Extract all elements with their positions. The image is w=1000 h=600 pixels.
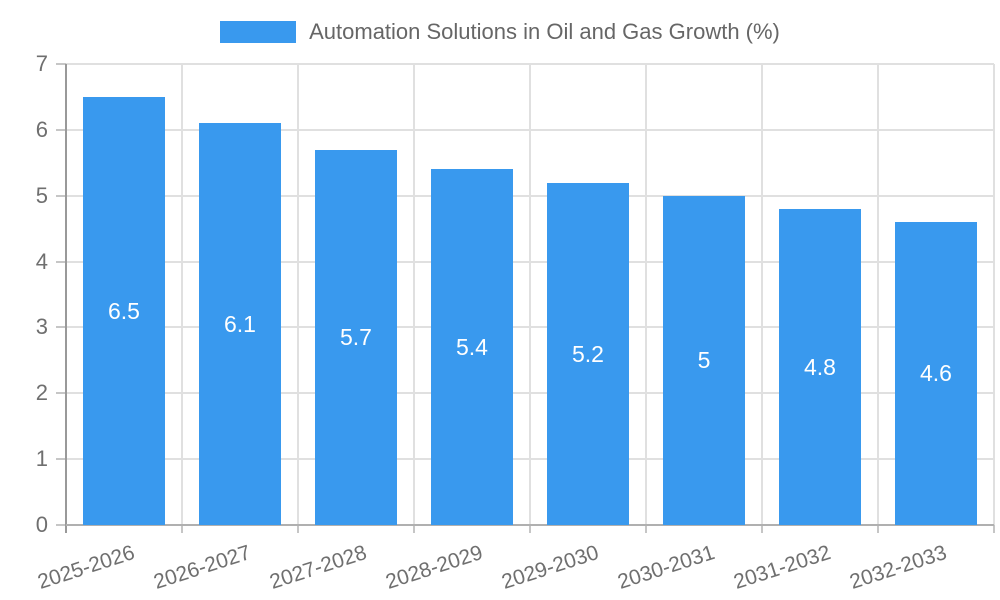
- x-axis-tick-label: 2031-2032: [730, 541, 834, 594]
- y-gridline: [56, 326, 994, 328]
- bar: 4.6: [895, 222, 977, 525]
- y-axis-tick-label: 6: [35, 117, 48, 142]
- x-tick-mark: [761, 525, 763, 533]
- bar: 5: [663, 196, 745, 525]
- x-tick-mark: [181, 525, 183, 533]
- y-axis-tick-label: 4: [35, 249, 48, 274]
- x-tick-mark: [993, 525, 995, 533]
- x-axis-tick-label: 2032-2033: [846, 541, 950, 594]
- bar-value-label: 5.7: [340, 324, 372, 350]
- x-gridline: [297, 64, 299, 525]
- x-tick-mark: [529, 525, 531, 533]
- y-axis-tick-label: 7: [35, 51, 48, 76]
- y-tick-mark: [56, 458, 66, 460]
- x-gridline: [645, 64, 647, 525]
- x-gridline: [413, 64, 415, 525]
- y-axis-line: [65, 64, 67, 533]
- bar-value-label: 5.4: [456, 333, 488, 360]
- y-tick-mark: [56, 129, 66, 131]
- x-gridline: [181, 64, 183, 525]
- bar-value-label: 5.2: [572, 340, 604, 367]
- y-axis-tick-label: 2: [35, 380, 48, 405]
- y-tick-mark: [56, 63, 66, 65]
- y-axis-tick-label: 0: [35, 512, 48, 537]
- y-gridline: [56, 261, 994, 263]
- y-tick-mark: [56, 524, 66, 526]
- bar: 6.5: [83, 97, 165, 525]
- y-gridline: [56, 195, 994, 197]
- x-gridline: [877, 64, 879, 525]
- x-axis-tick-label: 2027-2028: [266, 541, 370, 594]
- bar: 4.8: [779, 209, 861, 525]
- bar-value-label: 4.6: [920, 360, 952, 386]
- x-axis-tick-label: 2030-2031: [614, 541, 718, 594]
- legend-label: Automation Solutions in Oil and Gas Grow…: [309, 19, 780, 44]
- y-gridline: [56, 129, 994, 131]
- y-gridline: [56, 392, 994, 394]
- y-axis-tick-label: 5: [35, 183, 48, 208]
- bar: 5.7: [315, 150, 397, 525]
- x-tick-mark: [877, 525, 879, 533]
- bar: 5.2: [547, 183, 629, 525]
- legend-swatch: [220, 21, 297, 43]
- y-tick-mark: [56, 195, 66, 197]
- chart-legend-item[interactable]: Automation Solutions in Oil and Gas Grow…: [0, 17, 1000, 47]
- x-tick-mark: [413, 525, 415, 533]
- x-gridline: [761, 64, 763, 525]
- y-tick-mark: [56, 261, 66, 263]
- y-gridline: [56, 63, 994, 65]
- y-axis-tick-label: 3: [35, 314, 48, 339]
- x-gridline: [529, 64, 531, 525]
- bar-value-label: 6.5: [108, 297, 140, 324]
- bar-value-label: 4.8: [804, 353, 836, 380]
- x-tick-mark: [297, 525, 299, 533]
- x-axis-tick-label: 2026-2027: [150, 541, 254, 594]
- bar-value-label: 6.1: [224, 310, 256, 337]
- x-axis-line: [66, 524, 994, 526]
- y-tick-mark: [56, 326, 66, 328]
- y-gridline: [56, 458, 994, 460]
- x-tick-mark: [645, 525, 647, 533]
- bar: 6.1: [199, 123, 281, 525]
- x-axis-tick-label: 2029-2030: [498, 541, 602, 594]
- x-axis-tick-label: 2028-2029: [382, 541, 486, 594]
- x-axis-tick-label: 2025-2026: [34, 541, 138, 594]
- y-tick-mark: [56, 392, 66, 394]
- bar-value-label: 5: [697, 347, 711, 373]
- bar: 5.4: [431, 169, 513, 525]
- y-axis-tick-label: 1: [35, 446, 48, 471]
- x-gridline: [993, 64, 995, 525]
